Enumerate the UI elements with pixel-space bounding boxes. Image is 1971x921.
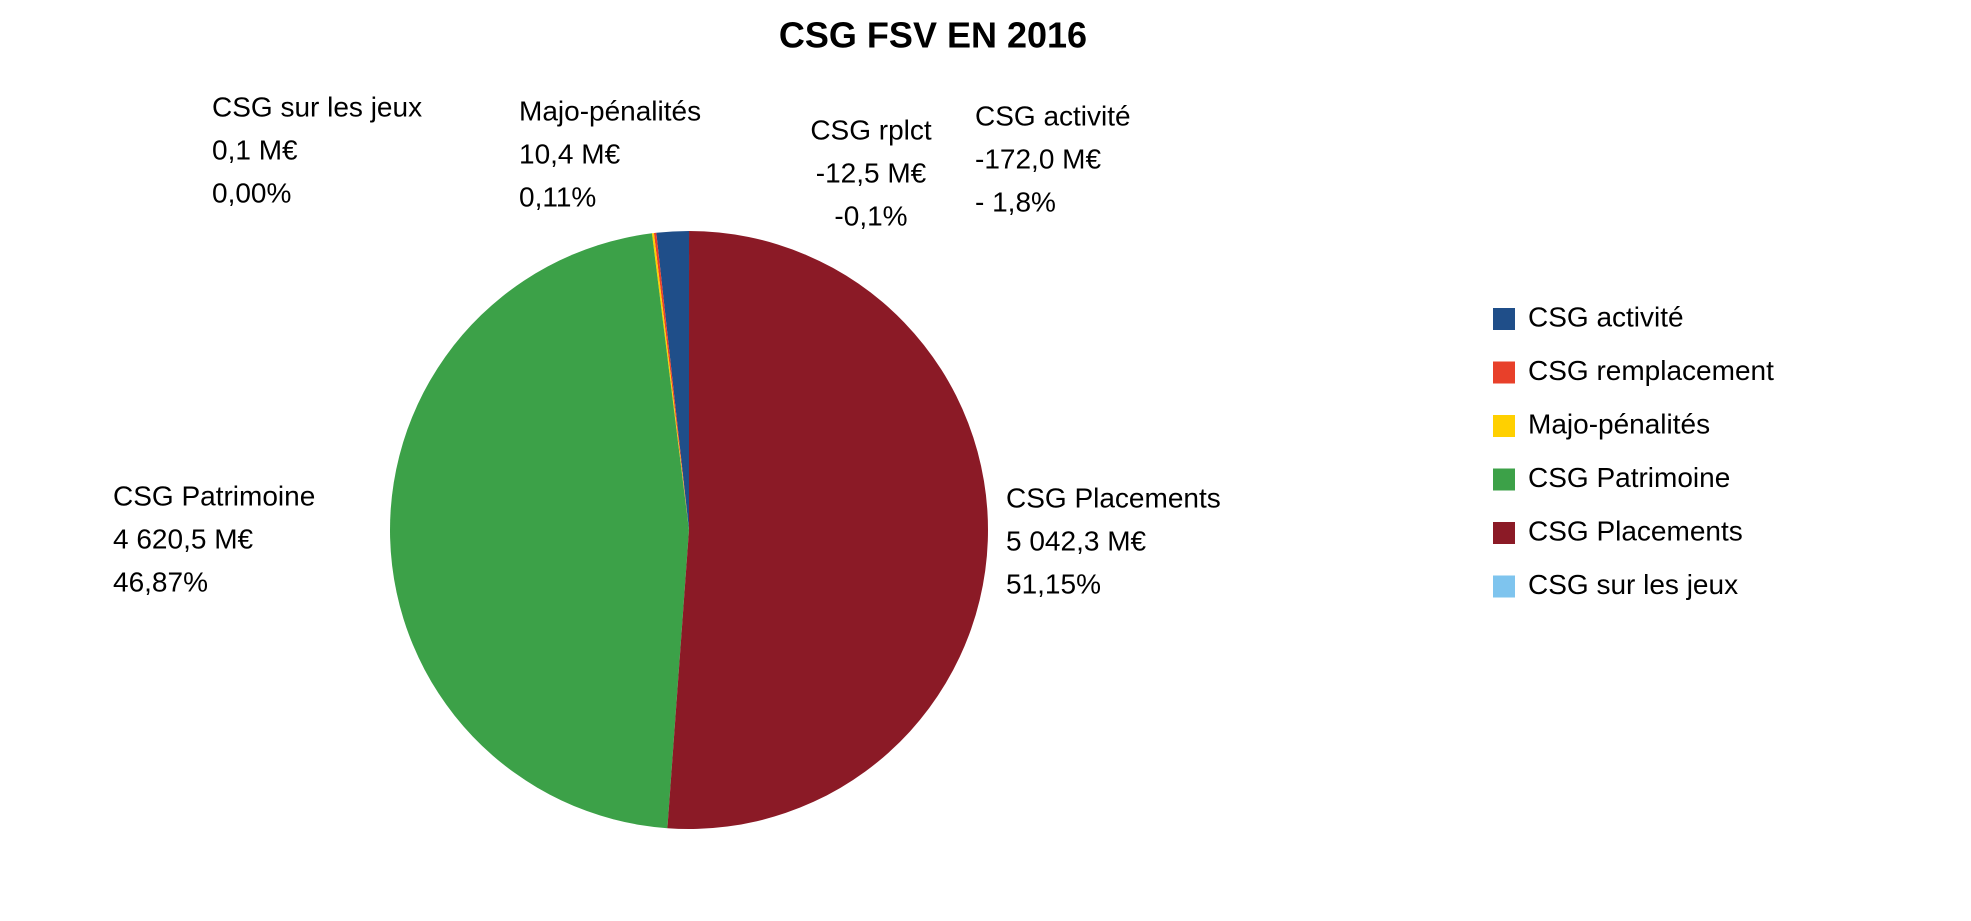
legend-swatch (1493, 575, 1515, 598)
data-label: - 1,8% (975, 186, 1056, 217)
legend-swatch (1493, 415, 1515, 437)
pie-slice (651, 233, 689, 530)
data-label: 10,4 M€ (519, 138, 621, 169)
pie-slice (653, 232, 689, 531)
data-label: -172,0 M€ (975, 143, 1101, 174)
legend-label: CSG Patrimoine (1528, 462, 1730, 493)
data-label: CSG Placements (1006, 482, 1221, 513)
legend-label: CSG remplacement (1528, 355, 1774, 386)
pie-slice (656, 231, 689, 530)
data-label: -0,1% (834, 200, 907, 231)
data-label: CSG rplct (810, 114, 932, 145)
legend-swatch (1493, 308, 1515, 330)
data-label: 51,15% (1006, 568, 1101, 599)
data-label: CSG activité (975, 100, 1131, 131)
pie-slice (667, 231, 988, 829)
data-label: 0,11% (519, 181, 596, 212)
data-label: CSG sur les jeux (212, 91, 422, 122)
data-label: Majo-pénalités (519, 95, 701, 126)
legend-label: CSG Placements (1528, 515, 1743, 546)
data-label: 5 042,3 M€ (1006, 525, 1147, 556)
legend-swatch (1493, 361, 1515, 384)
legend-label: Majo-pénalités (1528, 408, 1710, 439)
legend-label: CSG activité (1528, 301, 1684, 332)
data-label: 0,1 M€ (212, 134, 298, 165)
legend-swatch (1493, 468, 1515, 491)
legend-label: CSG sur les jeux (1528, 569, 1738, 600)
data-label: 4 620,5 M€ (113, 523, 254, 554)
data-label: CSG Patrimoine (113, 480, 315, 511)
legend-swatch (1493, 522, 1515, 544)
data-label: 46,87% (113, 566, 208, 597)
data-label: 0,00% (212, 177, 291, 208)
data-label: -12,5 M€ (816, 157, 927, 188)
pie-slice (389, 233, 689, 829)
chart-title: CSG FSV EN 2016 (779, 15, 1087, 56)
